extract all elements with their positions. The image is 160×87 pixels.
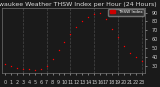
Title: Milwaukee Weather THSW Index per Hour (24 Hours): Milwaukee Weather THSW Index per Hour (2… xyxy=(0,2,157,7)
Legend: THSW Index: THSW Index xyxy=(108,9,144,15)
